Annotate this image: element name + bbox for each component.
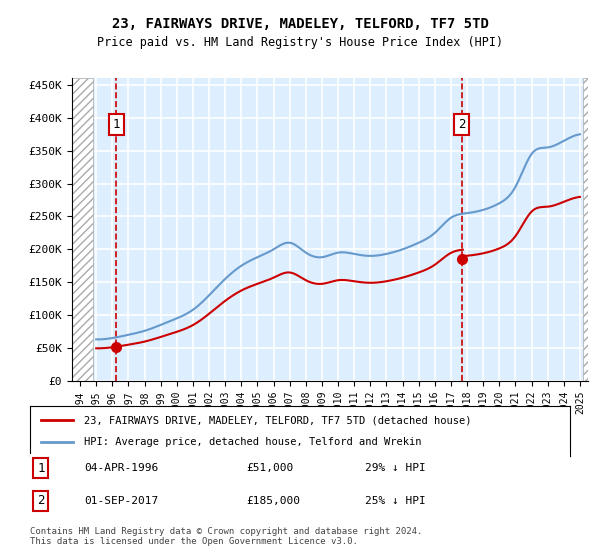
Bar [72,78,93,381]
Text: 1: 1 [37,461,44,475]
Text: 25% ↓ HPI: 25% ↓ HPI [365,496,425,506]
Text: Price paid vs. HM Land Registry's House Price Index (HPI): Price paid vs. HM Land Registry's House … [97,36,503,49]
Text: 2: 2 [458,118,466,131]
Text: HPI: Average price, detached house, Telford and Wrekin: HPI: Average price, detached house, Telf… [84,437,421,447]
Text: 23, FAIRWAYS DRIVE, MADELEY, TELFORD, TF7 5TD (detached house): 23, FAIRWAYS DRIVE, MADELEY, TELFORD, TF… [84,415,472,425]
Text: 23, FAIRWAYS DRIVE, MADELEY, TELFORD, TF7 5TD: 23, FAIRWAYS DRIVE, MADELEY, TELFORD, TF… [112,17,488,31]
Text: Contains HM Land Registry data © Crown copyright and database right 2024.
This d: Contains HM Land Registry data © Crown c… [30,526,422,546]
Text: 1: 1 [113,118,120,131]
Text: £185,000: £185,000 [246,496,300,506]
Text: 01-SEP-2017: 01-SEP-2017 [84,496,158,506]
Text: £51,000: £51,000 [246,463,293,473]
Bar [72,78,93,381]
Text: 29% ↓ HPI: 29% ↓ HPI [365,463,425,473]
Bar [583,78,588,381]
Text: 2: 2 [37,494,44,507]
Text: 04-APR-1996: 04-APR-1996 [84,463,158,473]
